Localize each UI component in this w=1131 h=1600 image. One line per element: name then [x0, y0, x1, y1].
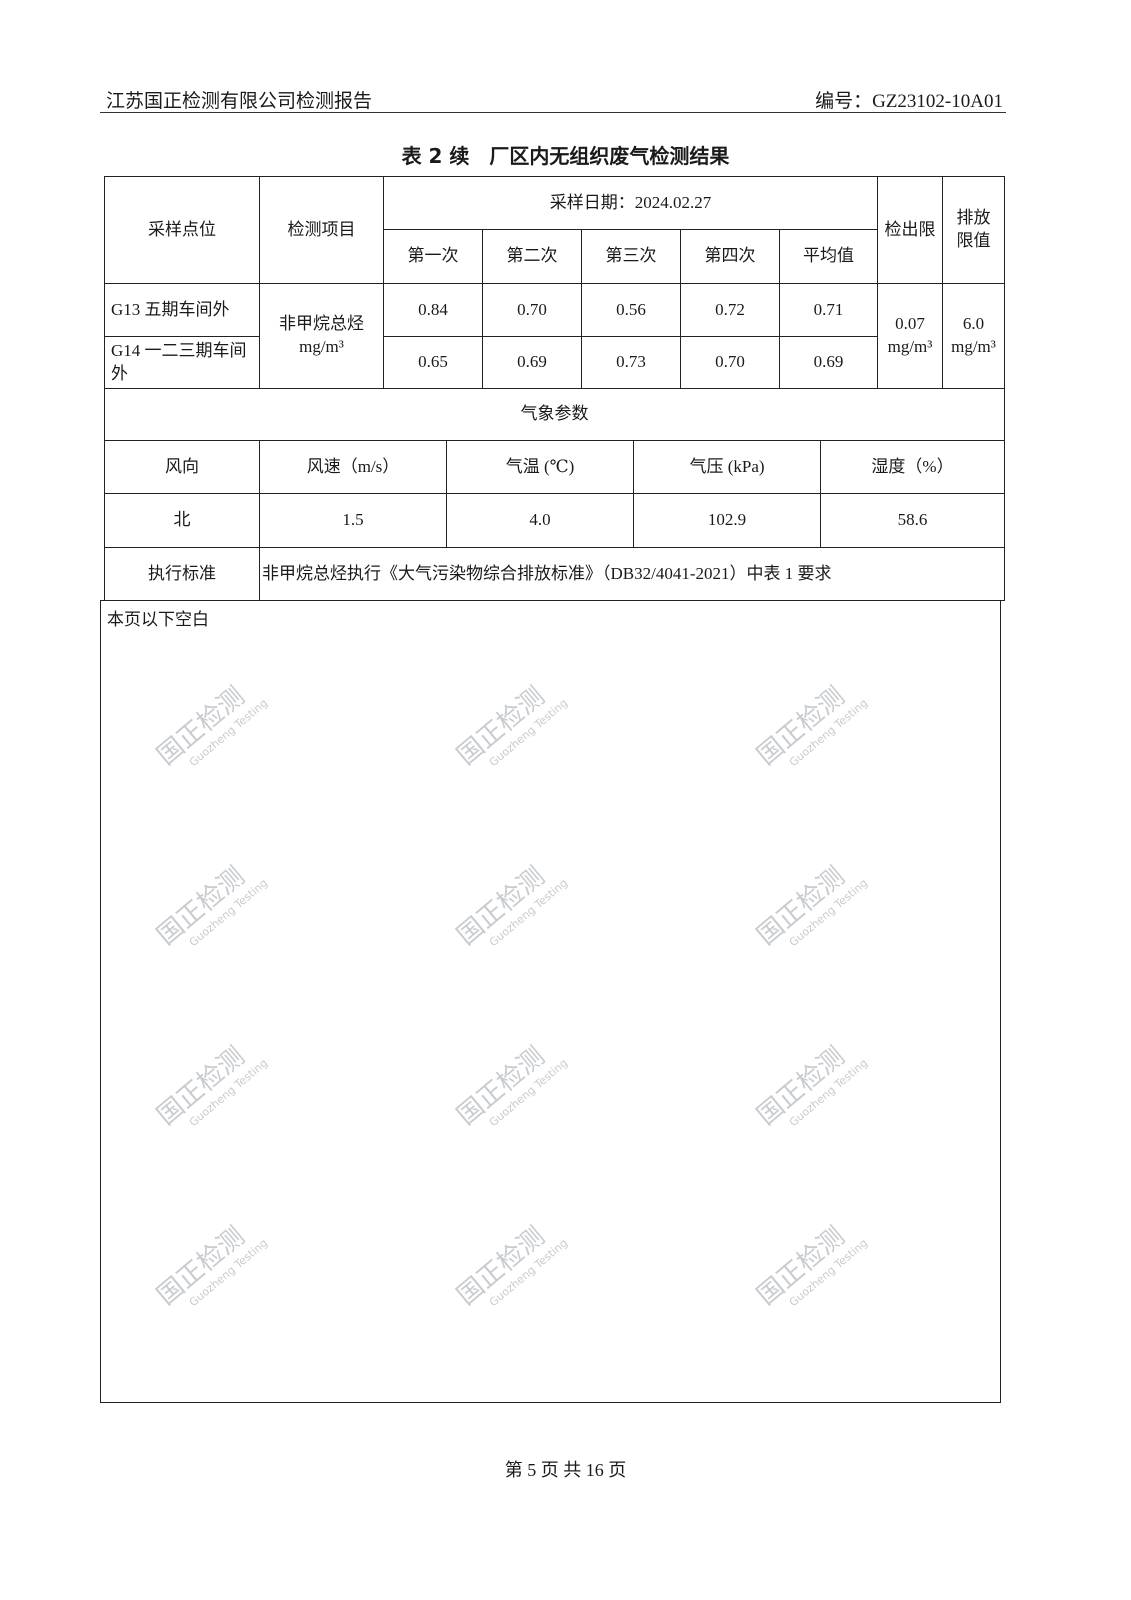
blank-note: 本页以下空白 [107, 610, 209, 629]
sampling-date: 采样日期：2024.02.27 [383, 176, 878, 230]
emission-limit-value: 6.0 [962, 314, 985, 334]
emission-limit-unit: mg/m³ [951, 337, 996, 356]
header-run-2: 第二次 [482, 229, 582, 284]
test-item-name: 非甲烷总烃 [279, 314, 364, 334]
header-emission-limit: 排放限值 [942, 176, 1005, 284]
test-item-unit: mg/m³ [299, 337, 344, 356]
weather-value: 1.5 [259, 493, 447, 548]
detect-limit-unit: mg/m³ [887, 337, 933, 356]
test-item-cell: 非甲烷总烃 mg/m³ [259, 283, 384, 389]
weather-header: 风速（m/s） [259, 440, 447, 494]
weather-value: 4.0 [446, 493, 634, 548]
value-cell: 0.56 [581, 283, 681, 337]
value-cell: 0.70 [482, 283, 582, 337]
weather-value: 北 [104, 493, 260, 548]
report-number: 编号：GZ23102-10A01 [815, 91, 1003, 112]
header-run-3: 第三次 [581, 229, 681, 284]
table-title: 表 2 续 厂区内无组织废气检测结果 [401, 144, 730, 168]
header-run-1: 第一次 [383, 229, 483, 284]
header-average: 平均值 [779, 229, 878, 284]
weather-value: 58.6 [820, 493, 1005, 548]
header-run-4: 第四次 [680, 229, 780, 284]
row-point-g14: G14 一二三期车间外 [104, 336, 260, 389]
header-test-item: 检测项目 [259, 176, 384, 284]
company-header: 江苏国正检测有限公司检测报告 [106, 91, 373, 112]
weather-value: 102.9 [633, 493, 821, 548]
header-sampling-point: 采样点位 [104, 176, 260, 284]
header-detect-limit: 检出限 [877, 176, 943, 284]
standard-text: 非甲烷总烃执行《大气污染物综合排放标准》（DB32/4041-2021）中表 1… [259, 547, 1005, 601]
value-cell: 0.69 [779, 336, 878, 389]
weather-title: 气象参数 [104, 388, 1005, 441]
detect-limit-value: 0.07 [895, 314, 925, 334]
value-cell: 0.84 [383, 283, 483, 337]
detect-limit-cell: 0.07 mg/m³ [877, 283, 943, 389]
weather-header: 气压 (kPa) [633, 440, 821, 494]
row-point-g13: G13 五期车间外 [104, 283, 260, 337]
weather-header: 气温 (℃) [446, 440, 634, 494]
weather-header: 湿度（%） [820, 440, 1005, 494]
emission-limit-cell: 6.0 mg/m³ [942, 283, 1005, 389]
value-cell: 0.65 [383, 336, 483, 389]
blank-area: 本页以下空白 [100, 600, 1001, 1403]
page-footer: 第 5 页 共 16 页 [504, 1460, 627, 1480]
value-cell: 0.72 [680, 283, 780, 337]
value-cell: 0.71 [779, 283, 878, 337]
value-cell: 0.73 [581, 336, 681, 389]
value-cell: 0.69 [482, 336, 582, 389]
value-cell: 0.70 [680, 336, 780, 389]
standard-label: 执行标准 [104, 547, 260, 601]
weather-header: 风向 [104, 440, 260, 494]
header-divider [100, 112, 1006, 113]
